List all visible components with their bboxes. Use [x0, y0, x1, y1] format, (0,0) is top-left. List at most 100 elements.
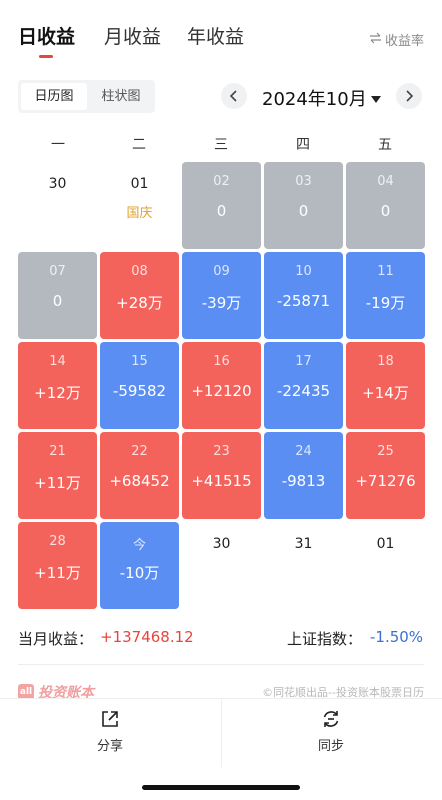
month-label: 2024年10月 [262, 89, 367, 110]
calendar-day-profit: 0 [52, 292, 63, 310]
calendar-day-cell[interactable]: 18 +14万 [346, 342, 425, 429]
divider [18, 664, 424, 665]
calendar-day-date: 10 [295, 264, 312, 279]
calendar-day-date: 17 [295, 354, 312, 369]
calendar-day-profit: 0 [380, 202, 391, 220]
calendar-day-date: 今 [132, 538, 146, 553]
calendar-day-cell[interactable]: 04 0 [346, 162, 425, 249]
credit-text: ©同花顺出品--投资账本股票日历 [262, 686, 424, 699]
brand-logo: all 投资账本 [18, 682, 94, 702]
calendar-day-cell[interactable]: 02 0 [182, 162, 261, 249]
profit-tabs: 日收益 月收益 年收益 [0, 22, 442, 62]
calendar-day-date: 16 [213, 354, 230, 369]
holiday-label: 国庆 [126, 206, 153, 221]
rate-toggle-label: 收益率 [384, 34, 424, 49]
prev-month-button[interactable] [221, 83, 247, 109]
calendar-day-date: 08 [131, 264, 148, 279]
calendar-day-profit: -25871 [276, 292, 331, 310]
calendar-day-cell[interactable]: 今 -10万 [100, 522, 179, 609]
sync-label: 同步 [317, 739, 344, 754]
calendar-view-button[interactable]: 日历图 [21, 83, 87, 110]
chevron-right-icon [404, 87, 414, 106]
bottom-action-bar: 分享 同步 [0, 698, 442, 767]
calendar-day-date: 14 [49, 354, 66, 369]
calendar-day-profit: +41515 [191, 472, 252, 490]
calendar-day-date: 01 [376, 536, 395, 552]
calendar-day-cell[interactable]: 14 +12万 [18, 342, 97, 429]
tab-monthly-profit[interactable]: 月收益 [104, 22, 161, 49]
calendar-day-profit: +12万 [34, 384, 81, 402]
calendar-day-cell[interactable]: 07 0 [18, 252, 97, 339]
calendar-day-cell[interactable]: 25 +71276 [346, 432, 425, 519]
sse-index-value: -1.50% [370, 628, 424, 646]
view-switch: 日历图 柱状图 [18, 80, 155, 113]
calendar-day-profit: +68452 [109, 472, 170, 490]
calendar-day-cell[interactable]: 22 +68452 [100, 432, 179, 519]
calendar-day-cell[interactable]: 10 -25871 [264, 252, 343, 339]
calendar-day-date: 01 [130, 176, 149, 192]
calendar-day-profit: +11万 [34, 474, 81, 492]
weekday-label: 四 [296, 137, 310, 153]
month-profit-label: 当月收益： [18, 630, 94, 648]
calendar-day-date: 28 [49, 534, 66, 549]
tab-yearly-profit[interactable]: 年收益 [187, 22, 244, 49]
calendar-day-date: 25 [377, 444, 394, 459]
share-button[interactable]: 分享 [70, 709, 150, 754]
calendar-day-cell[interactable]: 08 +28万 [100, 252, 179, 339]
calendar-day-profit: 0 [216, 202, 227, 220]
calendar-day-date: 23 [213, 444, 230, 459]
calendar-day-date: 22 [131, 444, 148, 459]
calendar-day-date: 03 [295, 174, 312, 189]
calendar-day-profit: 0 [298, 202, 309, 220]
calendar-day-date: 11 [377, 264, 394, 279]
bar-view-button[interactable]: 柱状图 [101, 89, 141, 104]
calendar-day-cell[interactable]: 30 [182, 522, 261, 609]
calendar-day-date: 15 [131, 354, 148, 369]
calendar-day-date: 07 [49, 264, 66, 279]
brand-icon: all [18, 684, 34, 700]
calendar-day-cell[interactable]: 21 +11万 [18, 432, 97, 519]
month-selector[interactable]: 2024年10月 [262, 85, 381, 111]
weekday-label: 一 [51, 137, 65, 153]
month-profit-value: +137468.12 [100, 628, 194, 646]
calendar-day-cell[interactable]: 03 0 [264, 162, 343, 249]
calendar-day-date: 04 [377, 174, 394, 189]
calendar-day-cell[interactable]: 09 -39万 [182, 252, 261, 339]
active-tab-indicator [39, 55, 53, 58]
calendar-day-cell[interactable]: 16 +12120 [182, 342, 261, 429]
home-indicator [142, 785, 300, 790]
tab-yearly-profit-label: 年收益 [187, 26, 245, 48]
calendar-day-cell[interactable]: 11 -19万 [346, 252, 425, 339]
calendar-day-profit: -9813 [281, 472, 326, 490]
next-month-button[interactable] [396, 83, 422, 109]
brand-name: 投资账本 [38, 685, 94, 701]
swap-arrows-icon [369, 32, 382, 48]
tab-daily-profit-label: 日收益 [18, 26, 76, 48]
calendar-day-cell[interactable]: 17 -22435 [264, 342, 343, 429]
weekday-label: 二 [132, 137, 146, 153]
rate-toggle-button[interactable]: 收益率 [369, 30, 424, 49]
tab-daily-profit[interactable]: 日收益 [18, 22, 76, 58]
calendar-day-cell[interactable]: 01 国庆 [100, 162, 179, 249]
bottom-bar-divider [221, 699, 222, 767]
caret-down-icon [370, 88, 381, 109]
calendar-day-cell[interactable]: 15 -59582 [100, 342, 179, 429]
calendar-day-cell[interactable]: 01 [346, 522, 425, 609]
calendar-day-cell[interactable]: 28 +11万 [18, 522, 97, 609]
share-label: 分享 [96, 739, 123, 754]
tab-monthly-profit-label: 月收益 [104, 26, 162, 48]
calendar-day-cell[interactable]: 31 [264, 522, 343, 609]
chevron-left-icon [229, 87, 239, 106]
calendar-day-profit: +12120 [191, 382, 252, 400]
calendar-day-profit: -10万 [119, 564, 160, 582]
sync-button[interactable]: 同步 [291, 709, 371, 754]
weekday-label: 五 [378, 137, 392, 153]
calendar-day-cell[interactable]: 23 +41515 [182, 432, 261, 519]
calendar-day-cell[interactable]: 24 -9813 [264, 432, 343, 519]
calendar-day-profit: +28万 [116, 294, 163, 312]
calendar-day-date: 24 [295, 444, 312, 459]
calendar-day-date: 09 [213, 264, 230, 279]
sync-icon [321, 711, 341, 733]
calendar-day-date: 21 [49, 444, 66, 459]
calendar-day-cell[interactable]: 30 [18, 162, 97, 249]
